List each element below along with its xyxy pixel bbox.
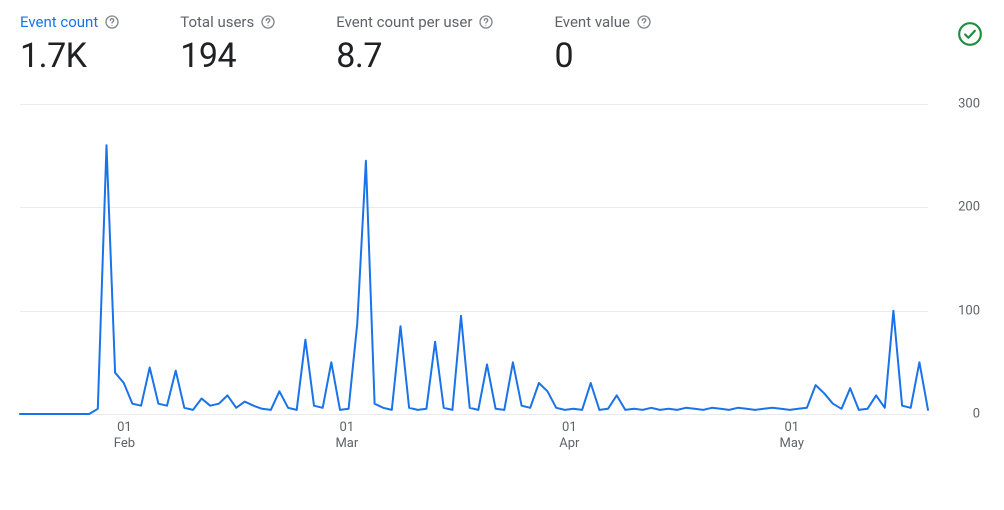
metric-event-value[interactable]: Event value 0	[554, 12, 712, 78]
chart-line-svg	[20, 104, 928, 414]
x-tick: 01Feb	[114, 420, 135, 452]
x-tick-month: Feb	[114, 436, 135, 452]
metric-event-count[interactable]: Event count 1.7K	[20, 12, 180, 78]
metric-value: 0	[554, 34, 573, 78]
metric-label: Total users	[180, 12, 254, 32]
x-tick-month: Apr	[559, 436, 579, 452]
metric-value: 194	[180, 34, 236, 78]
metric-total-users[interactable]: Total users 194	[180, 12, 336, 78]
x-tick-day: 01	[780, 420, 804, 436]
x-tick-day: 01	[114, 420, 135, 436]
metric-value: 8.7	[336, 34, 382, 78]
metric-label: Event value	[554, 12, 630, 32]
x-tick-day: 01	[335, 420, 358, 436]
metric-label: Event count per user	[336, 12, 472, 32]
x-axis-labels: 01Feb01Mar01Apr01May	[20, 420, 928, 470]
metrics-row: Event count 1.7K Total users 194 Event c…	[20, 12, 984, 86]
status-check-icon[interactable]	[956, 20, 984, 48]
y-tick-label: 200	[958, 200, 980, 215]
plot-area	[20, 104, 928, 414]
x-tick-month: Mar	[335, 436, 358, 452]
y-axis-labels: 300 200 100 0	[938, 104, 980, 414]
analytics-card: Event count 1.7K Total users 194 Event c…	[0, 0, 1004, 510]
help-icon[interactable]	[260, 14, 276, 30]
y-tick-label: 0	[973, 407, 980, 422]
x-tick: 01May	[780, 420, 804, 452]
metric-event-count-per-user[interactable]: Event count per user 8.7	[336, 12, 554, 78]
gridline	[20, 414, 928, 415]
y-tick-label: 100	[958, 303, 980, 318]
help-icon[interactable]	[104, 14, 120, 30]
metric-label: Event count	[20, 12, 98, 32]
help-icon[interactable]	[478, 14, 494, 30]
x-tick-day: 01	[559, 420, 579, 436]
x-tick-month: May	[780, 436, 804, 452]
metric-value: 1.7K	[20, 34, 87, 78]
help-icon[interactable]	[636, 14, 652, 30]
x-tick: 01Apr	[559, 420, 579, 452]
y-tick-label: 300	[958, 97, 980, 112]
x-tick: 01Mar	[335, 420, 358, 452]
line-chart[interactable]: 300 200 100 0 01Feb01Mar01Apr01May	[20, 94, 980, 474]
